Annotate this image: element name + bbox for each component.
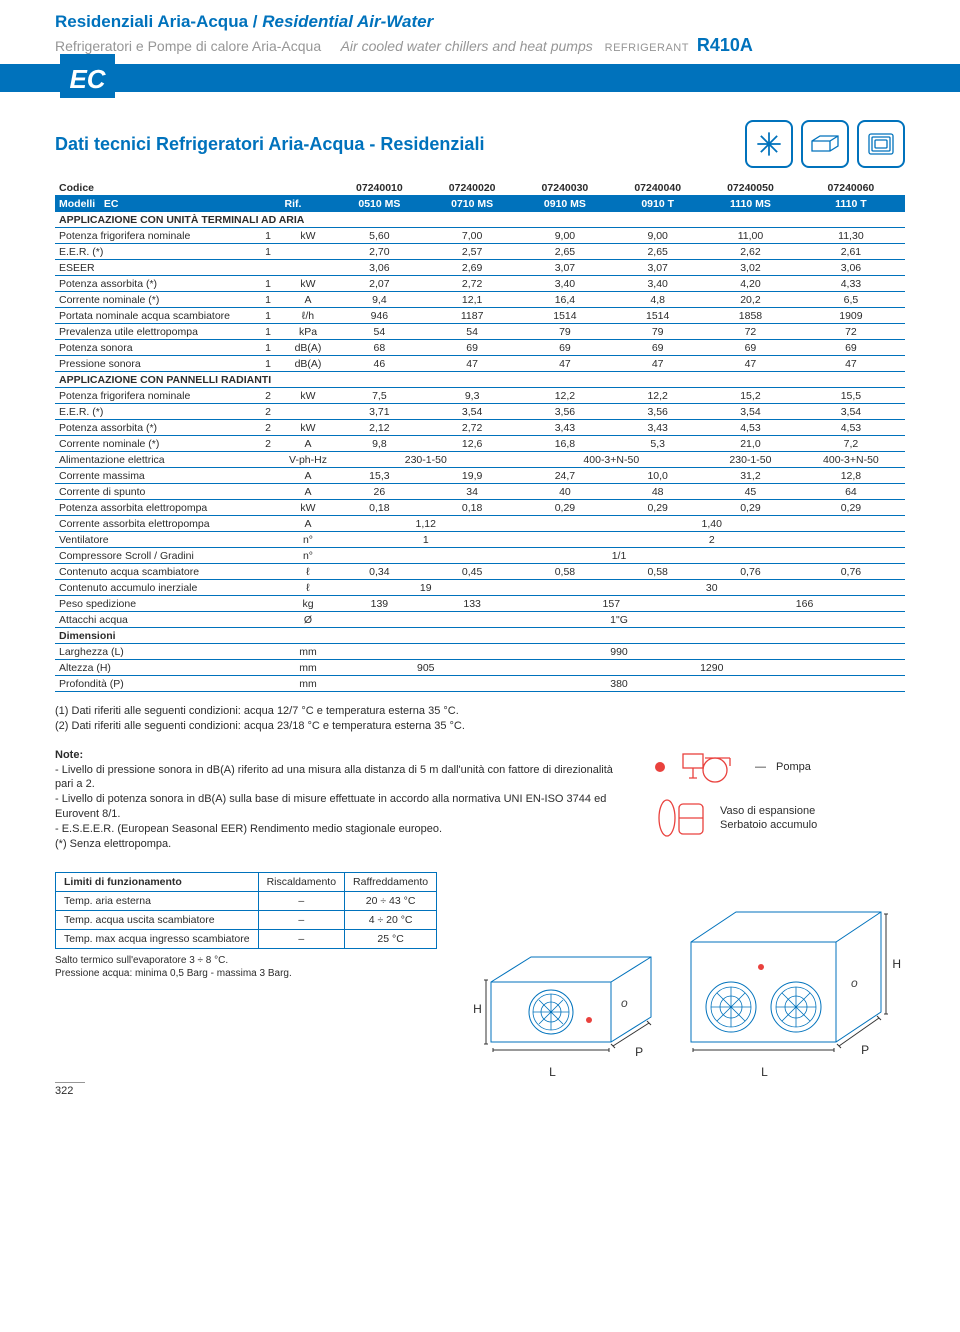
unit-icon xyxy=(801,120,849,168)
pump-label: Pompa xyxy=(776,761,811,773)
header2-en: Air cooled water chillers and heat pumps xyxy=(341,38,593,54)
limits-block: Limiti di funzionamentoRiscaldamentoRaff… xyxy=(55,872,437,980)
snowflake-icon xyxy=(745,120,793,168)
dim-p: P xyxy=(635,1045,643,1059)
vessel-label: Vaso di espansione xyxy=(720,805,817,817)
unit-drawings: o H L P xyxy=(467,872,905,1075)
dim-h2: H xyxy=(892,957,901,971)
header-line-2: Refrigeratori e Pompe di calore Aria-Acq… xyxy=(55,35,905,56)
dim-l2: L xyxy=(761,1065,768,1079)
dim-l: L xyxy=(549,1065,556,1079)
pump-icon xyxy=(675,748,745,786)
header2-it: Refrigeratori e Pompe di calore Aria-Acq… xyxy=(55,38,321,54)
section-title: Dati tecnici Refrigeratori Aria-Acqua - … xyxy=(55,134,484,155)
blue-bar: EC xyxy=(0,64,960,92)
unit-large-icon: o xyxy=(681,892,891,1072)
page-number: 322 xyxy=(55,1082,85,1097)
buffer-label: Serbatoio accumulo xyxy=(720,819,817,831)
refrigerant-value: R410A xyxy=(697,35,753,55)
refrigerant-label: REFRIGERANT xyxy=(605,42,689,54)
svg-text:o: o xyxy=(851,976,858,990)
coil-icon xyxy=(857,120,905,168)
dim-p2: P xyxy=(861,1043,869,1057)
notes-title: Note: xyxy=(55,749,83,761)
spec-table: Codice0724001007240020072400300724004007… xyxy=(55,180,905,692)
header-it: Residenziali Aria-Acqua / xyxy=(55,12,257,31)
reddot-icon xyxy=(655,762,665,772)
header-line-1: Residenziali Aria-Acqua / Residential Ai… xyxy=(55,12,905,32)
header-en: Residential Air-Water xyxy=(262,12,433,31)
tank-icon xyxy=(655,796,710,841)
footnotes: (1) Dati riferiti alle seguenti condizio… xyxy=(55,704,905,734)
limits-table: Limiti di funzionamentoRiscaldamentoRaff… xyxy=(55,872,437,949)
dim-h: H xyxy=(473,1002,482,1016)
app-icons xyxy=(745,120,905,168)
svg-text:o: o xyxy=(621,996,628,1010)
ec-badge: EC xyxy=(60,54,115,98)
page-header: Residenziali Aria-Acqua / Residential Ai… xyxy=(0,0,960,56)
notes-block: Note: - Livello di pressione sonora in d… xyxy=(55,748,615,852)
component-diagram: — Pompa Vaso di espansione Serbatoio acc… xyxy=(655,748,905,852)
